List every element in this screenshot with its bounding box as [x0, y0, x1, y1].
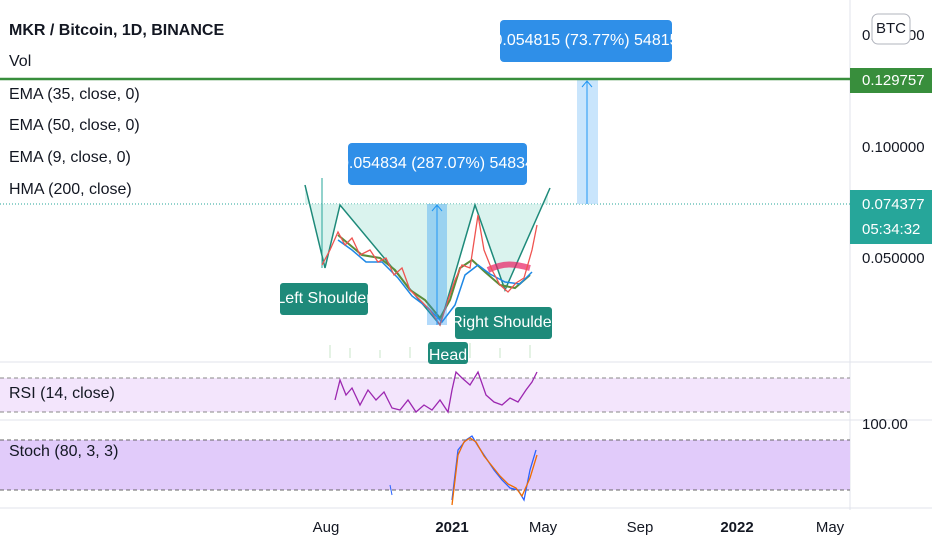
time-label: May — [816, 519, 845, 536]
measure-label: 0.054834 (287.07%) 54834 — [340, 155, 534, 172]
stoch-d — [451, 437, 538, 506]
pattern-label-box — [455, 307, 552, 339]
indicator-legend: EMA (35, close, 0) — [9, 86, 140, 103]
measure-arrow — [431, 204, 443, 212]
measure-arrow — [581, 80, 593, 88]
indicator-legend: Vol — [9, 53, 31, 70]
stoch-k — [389, 484, 393, 496]
price-tag — [850, 68, 932, 93]
pattern-label: Right Shoulder — [451, 314, 558, 331]
time-label: May — [529, 519, 558, 536]
ema-line — [337, 234, 531, 320]
rsi-band — [0, 378, 850, 412]
price-candles — [321, 214, 538, 327]
price-label: 0.100000 — [862, 139, 925, 156]
stoch-band — [0, 440, 850, 490]
price-label: 0.050000 — [862, 250, 925, 267]
price-label: 100.00 — [862, 416, 908, 433]
volume-bars — [329, 343, 531, 358]
hma-line — [486, 261, 531, 273]
pattern-label-box — [280, 283, 368, 315]
price-tag-text: 0.129757 — [862, 72, 925, 89]
currency-badge-text[interactable]: BTC — [876, 20, 906, 37]
pattern-fill — [305, 185, 548, 325]
price-tag — [850, 190, 932, 244]
pane-legend: RSI (14, close) — [9, 385, 115, 402]
symbol-title: MKR / Bitcoin, 1D, BINANCE — [9, 22, 224, 39]
countdown: 05:34:32 — [862, 221, 920, 238]
pane-legend: Stoch (80, 3, 3) — [9, 443, 118, 460]
pattern-label-box — [428, 342, 468, 364]
ema-line — [337, 239, 533, 324]
currency-badge[interactable] — [871, 13, 911, 45]
indicator-legend: EMA (50, close, 0) — [9, 117, 140, 134]
pattern-label: Head — [429, 347, 467, 364]
indicator-legend: EMA (9, close, 0) — [9, 149, 131, 166]
pattern-label: Left Shoulder — [276, 290, 372, 307]
time-label: 2022 — [720, 519, 753, 536]
indicator-legend: HMA (200, close) — [9, 181, 132, 198]
time-label: 2021 — [435, 519, 468, 536]
time-label: Sep — [627, 519, 654, 536]
measure-label-box — [348, 143, 527, 185]
measure-label: 0.054815 (73.77%) 54815 — [493, 32, 678, 49]
time-label: Aug — [313, 519, 340, 536]
price-tag-text: 0.074377 — [862, 196, 925, 213]
measure-label-box — [500, 20, 672, 62]
rsi-line — [334, 370, 538, 414]
